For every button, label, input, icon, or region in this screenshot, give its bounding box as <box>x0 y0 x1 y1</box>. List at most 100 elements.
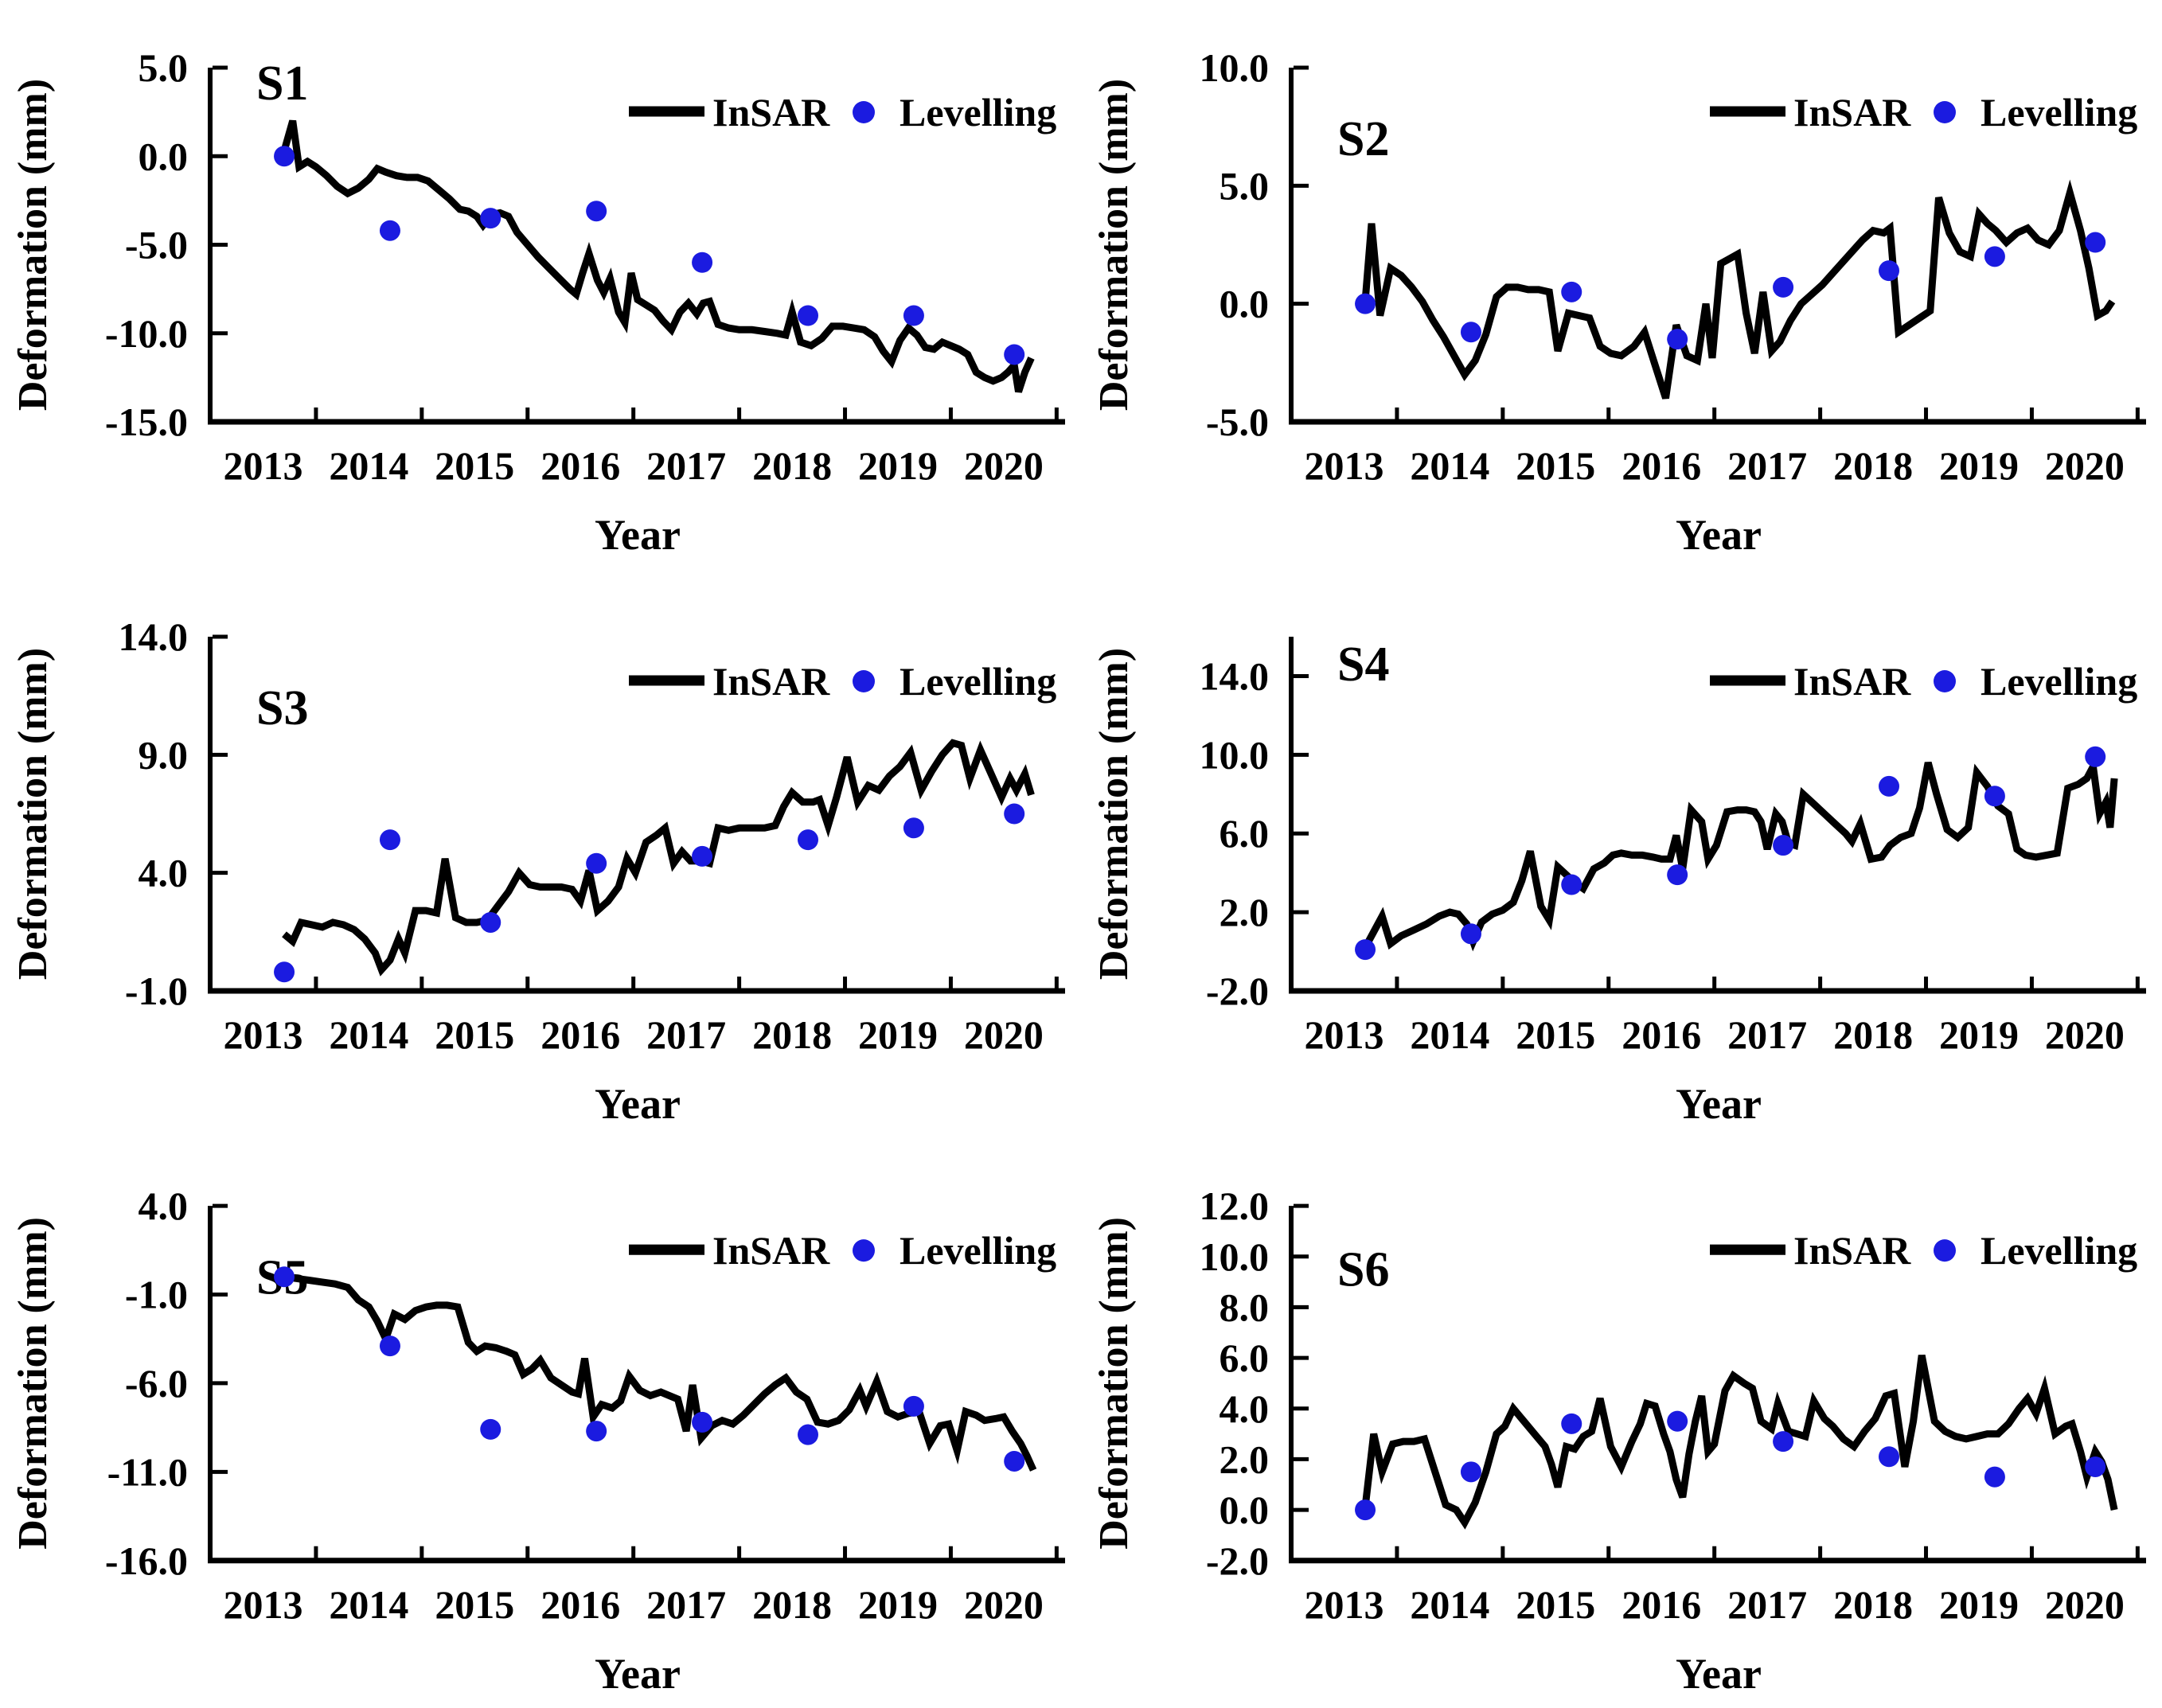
levelling-point <box>2085 746 2106 767</box>
y-axis-title: Deformation (mm) <box>10 648 56 980</box>
x-tick-label: 2019 <box>1939 443 2019 488</box>
legend-insar-label: InSAR <box>1793 659 1911 704</box>
legend-levelling-label: Levelling <box>900 1228 1056 1273</box>
y-tick-label: 8.0 <box>1220 1285 1269 1329</box>
levelling-point <box>903 305 924 326</box>
x-tick-label: 2013 <box>1304 1012 1383 1057</box>
legend-insar-label: InSAR <box>1793 90 1911 135</box>
levelling-point <box>1773 1431 1794 1453</box>
legend-levelling-marker-icon <box>1934 670 1956 692</box>
panel-title: S2 <box>1337 112 1389 166</box>
legend-levelling-label: Levelling <box>1981 90 2137 135</box>
levelling-point <box>692 1411 713 1433</box>
x-tick-label: 2017 <box>646 443 726 488</box>
x-tick-label: 2018 <box>1833 1582 1913 1627</box>
x-tick-label: 2013 <box>223 1582 302 1627</box>
panel-title: S3 <box>256 681 308 735</box>
x-tick-label: 2018 <box>1833 443 1913 488</box>
panel-title: S1 <box>256 57 308 111</box>
chart-s5: 4.0 -1.0 -6.0 -11.0 -16.0 2013 2014 2015 2016 201… <box>10 1184 1065 1698</box>
panel-title: S6 <box>1337 1242 1389 1297</box>
x-tick-label: 2017 <box>1727 1582 1807 1627</box>
x-tick-label: 2017 <box>1727 443 1807 488</box>
levelling-point <box>1667 864 1688 886</box>
x-tick-label: 2014 <box>329 443 408 488</box>
insar-line <box>283 1273 1037 1472</box>
x-tick-label: 2015 <box>1516 1012 1595 1057</box>
y-axis-title: Deformation (mm) <box>1091 79 1137 411</box>
insar-line <box>1361 179 2116 400</box>
levelling-point <box>1773 276 1794 298</box>
x-tick-label: 2014 <box>1410 443 1489 488</box>
x-tick-label: 2017 <box>646 1582 726 1627</box>
y-tick-label: 0.0 <box>1220 1488 1269 1532</box>
legend-levelling-label: Levelling <box>1981 659 2137 704</box>
y-axis-title: Deformation (mm) <box>10 79 56 411</box>
y-tick-label: -10.0 <box>105 311 188 356</box>
legend-levelling-label: Levelling <box>900 90 1056 135</box>
levelling-point <box>1984 786 2005 807</box>
legend-levelling-marker-icon <box>1934 101 1956 123</box>
x-tick-label: 2018 <box>752 1582 832 1627</box>
x-tick-label: 2016 <box>540 443 620 488</box>
levelling-point <box>1460 322 1481 343</box>
y-tick-label: 2.0 <box>1220 1437 1269 1481</box>
panel-s2: 10.0 5.0 0.0 -5.0 2013 2014 2015 2016 2017 2018 20… <box>1081 0 2162 569</box>
x-axis-title: Year <box>595 1650 681 1698</box>
levelling-point <box>1004 344 1025 365</box>
x-tick-label: 2020 <box>964 1012 1044 1057</box>
panel-s4: 14.0 10.0 6.0 2.0 -2.0 2013 2014 2015 2016 2017 20… <box>1081 569 2162 1138</box>
x-tick-label: 2020 <box>2045 443 2125 488</box>
levelling-point <box>1004 803 1025 825</box>
levelling-point <box>903 1395 924 1417</box>
levelling-point <box>1879 775 1900 797</box>
levelling-point <box>1667 329 1688 350</box>
levelling-point <box>798 305 819 326</box>
y-tick-label: 2.0 <box>1220 890 1270 934</box>
x-tick-label: 2013 <box>1304 1582 1383 1627</box>
y-tick-label: -15.0 <box>105 400 188 444</box>
levelling-point <box>480 1418 501 1440</box>
insar-line <box>282 739 1035 977</box>
levelling-point <box>1561 874 1582 895</box>
panel-s5: 4.0 -1.0 -6.0 -11.0 -16.0 2013 2014 2015 2016 201… <box>0 1138 1081 1708</box>
y-tick-label: 4.0 <box>139 1184 188 1228</box>
y-tick-label: 5.0 <box>139 45 189 90</box>
x-tick-label: 2018 <box>752 443 832 488</box>
y-axis-title: Deformation (mm) <box>10 1217 56 1550</box>
x-tick-label: 2019 <box>858 443 938 488</box>
levelling-point <box>692 845 713 867</box>
levelling-point <box>1984 246 2005 267</box>
x-tick-label: 2019 <box>858 1582 938 1627</box>
x-tick-label: 2015 <box>435 1582 514 1627</box>
x-tick-label: 2014 <box>1410 1012 1489 1057</box>
levelling-point <box>1355 939 1376 961</box>
y-tick-label: -5.0 <box>125 223 188 267</box>
levelling-point <box>1561 281 1582 302</box>
levelling-point <box>1773 835 1794 856</box>
levelling-point <box>274 146 295 167</box>
legend-levelling-marker-icon <box>1934 1239 1956 1262</box>
y-tick-label: 10.0 <box>1200 45 1270 90</box>
y-tick-label: 14.0 <box>1200 653 1270 698</box>
x-tick-label: 2019 <box>1939 1012 2019 1057</box>
x-tick-label: 2016 <box>540 1582 620 1627</box>
legend-insar-label: InSAR <box>1793 1228 1911 1273</box>
x-tick-label: 2015 <box>435 443 514 488</box>
levelling-point <box>586 201 607 222</box>
y-tick-label: -11.0 <box>107 1449 188 1494</box>
x-tick-label: 2019 <box>1939 1582 2019 1627</box>
x-axis-title: Year <box>595 511 681 559</box>
y-tick-label: 4.0 <box>139 851 189 895</box>
x-axis-title: Year <box>1676 1650 1762 1698</box>
x-tick-label: 2015 <box>1516 443 1595 488</box>
y-tick-label: -2.0 <box>1206 1538 1269 1583</box>
x-tick-label: 2013 <box>1304 443 1383 488</box>
x-tick-label: 2017 <box>646 1012 726 1057</box>
levelling-point <box>1879 1446 1900 1468</box>
legend-insar-label: InSAR <box>712 659 830 704</box>
legend-levelling-label: Levelling <box>900 659 1056 704</box>
levelling-point <box>1667 1410 1688 1432</box>
x-tick-label: 2018 <box>1833 1012 1913 1057</box>
